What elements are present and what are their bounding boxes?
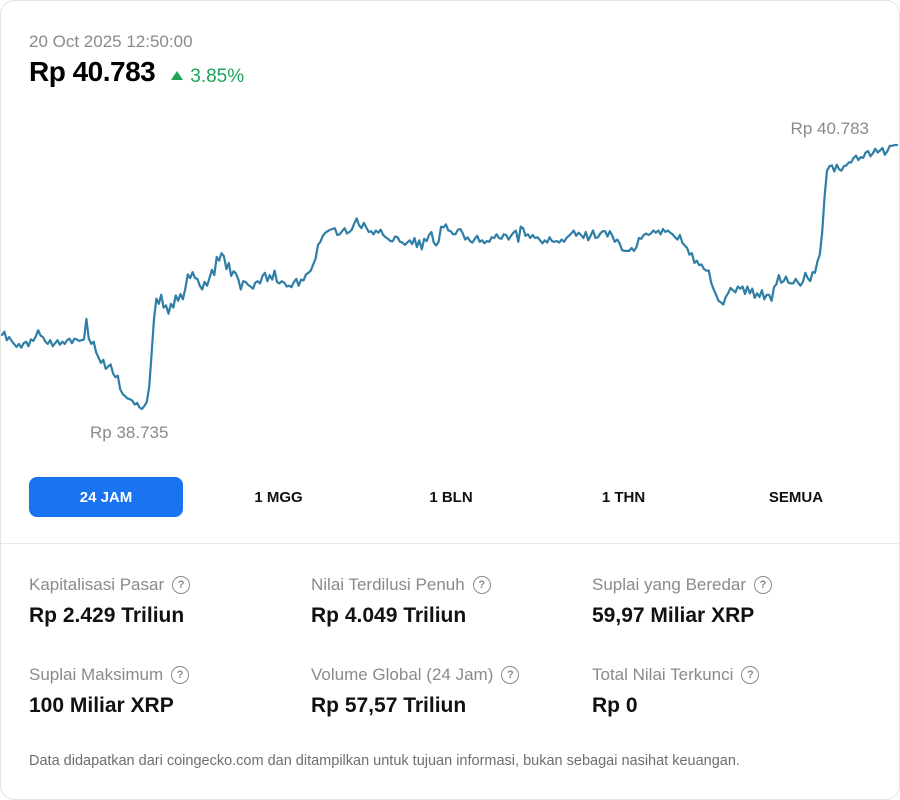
help-icon[interactable]: ? (472, 576, 491, 594)
current-price: Rp 40.783 (29, 56, 156, 87)
help-icon[interactable]: ? (172, 576, 191, 594)
triangle-up-icon (171, 71, 184, 80)
price-row: Rp 40.783 3.85% (29, 56, 244, 88)
stat-label: Volume Global (24 Jam) (311, 665, 494, 684)
stat-value: Rp 0 (592, 694, 638, 717)
price-line-chart[interactable] (1, 101, 899, 441)
stat-global-volume: Volume Global (24 Jam) ? Rp 57,57 Triliu… (311, 665, 520, 718)
price-series-line (1, 143, 899, 411)
section-divider (1, 543, 899, 544)
chart-low-label: Rp 38.735 (90, 423, 169, 442)
stat-fully-diluted-value: Nilai Terdilusi Penuh ? Rp 4.049 Triliun (311, 575, 491, 628)
price-change: 3.85% (171, 66, 244, 88)
stat-value: 100 Miliar XRP (29, 694, 174, 717)
stat-value: Rp 57,57 Triliun (311, 694, 467, 717)
chart-high-label: Rp 40.783 (790, 119, 869, 138)
stat-label: Total Nilai Terkunci (592, 665, 734, 684)
tab-24-jam[interactable]: 24 JAM (29, 477, 183, 517)
help-icon[interactable]: ? (754, 576, 773, 594)
stat-value: Rp 2.429 Triliun (29, 604, 185, 627)
stat-label: Suplai Maksimum (29, 665, 164, 684)
timeframe-tabs: 24 JAM 1 MGG 1 BLN 1 THN SEMUA (29, 477, 873, 517)
stat-market-cap: Kapitalisasi Pasar ? Rp 2.429 Triliun (29, 575, 191, 628)
tab-1-thn[interactable]: 1 THN (601, 488, 646, 506)
tab-semua[interactable]: SEMUA (768, 488, 824, 506)
help-icon[interactable]: ? (171, 666, 190, 684)
stat-max-supply: Suplai Maksimum ? 100 Miliar XRP (29, 665, 190, 718)
help-icon[interactable]: ? (741, 666, 760, 684)
tab-1-bln[interactable]: 1 BLN (429, 488, 473, 506)
price-change-percent: 3.85% (190, 65, 245, 87)
stat-label: Nilai Terdilusi Penuh (311, 575, 465, 594)
stat-total-value-locked: Total Nilai Terkunci ? Rp 0 (592, 665, 760, 718)
stat-label: Kapitalisasi Pasar (29, 575, 165, 594)
help-icon[interactable]: ? (501, 666, 520, 684)
stat-value: 59,97 Miliar XRP (592, 604, 755, 627)
stat-circulating-supply: Suplai yang Beredar ? 59,97 Miliar XRP (592, 575, 773, 628)
disclaimer-text: Data didapatkan dari coingecko.com dan d… (29, 753, 740, 769)
stat-label: Suplai yang Beredar (592, 575, 747, 594)
stat-value: Rp 4.049 Triliun (311, 604, 467, 627)
tab-1-mgg[interactable]: 1 MGG (254, 488, 303, 506)
price-timestamp: 20 Oct 2025 12:50:00 (29, 32, 193, 51)
